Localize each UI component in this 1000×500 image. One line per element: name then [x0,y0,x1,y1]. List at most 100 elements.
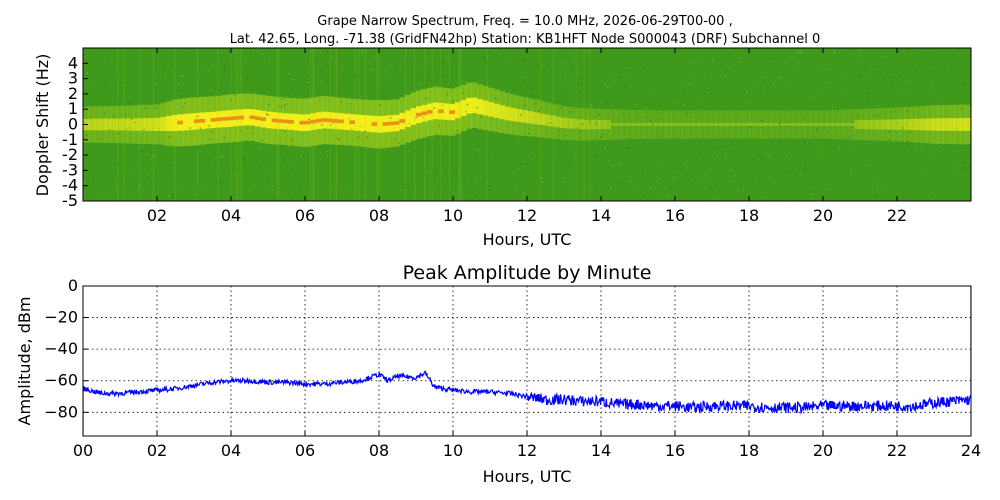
spectrogram-noise-dot [130,118,133,120]
spectrogram-noise-dot [696,157,699,159]
spectrogram-noise-dot [803,117,805,120]
spectrogram-noise-dot [290,163,293,165]
spectrogram-noise-dot [577,82,580,85]
spectrogram-noise-dot [647,117,649,119]
spectrogram-noise-dot [837,170,839,172]
spectrogram-noise-dot [833,174,835,176]
spectrogram-noise-dot [740,78,742,80]
spectrogram-noise-dot [466,103,469,106]
spectrogram-noise-dot [854,95,857,97]
spectrogram-noise-dot [712,59,714,61]
spectrogram-streak [439,48,441,201]
spectrogram-noise-dot [129,198,132,201]
spectrogram-noise-dot [638,186,640,188]
spectrogram-noise-dot [782,147,784,149]
spectrogram-noise-dot [565,77,567,80]
spectrogram-noise-dot [773,84,775,86]
spectrogram-noise-dot [538,110,540,112]
spectrogram-noise-dot [433,75,436,77]
spectrogram-noise-dot [242,158,245,160]
spectrogram-noise-dot [610,76,612,79]
spectrogram-noise-dot [398,142,400,144]
spectrogram-halo-cell [887,107,894,142]
spectrogram-noise-dot [268,74,271,77]
spectrogram-noise-dot [389,76,391,78]
spectrogram-noise-dot [300,132,302,134]
spectrogram-noise-dot [755,179,757,182]
spectrogram-noise-dot [740,185,743,188]
spectrogram-noise-dot [485,58,487,61]
spectrogram-core-cell [571,118,578,129]
spectrogram-noise-dot [288,73,290,75]
spectrogram-peak-cell [371,122,378,126]
spectrogram-noise-dot [920,51,923,54]
spectrogram-core-cell [737,123,745,126]
spectrogram-noise-dot [531,152,534,154]
spectrogram-noise-dot [181,75,184,78]
spectrogram-noise-dot [889,79,891,81]
spectrogram-streak [365,48,367,201]
spectrogram-core-cell [965,118,971,131]
spectrogram-noise-dot [350,156,352,159]
spectrogram-noise-dot [430,79,432,81]
spectrogram-noise-dot [182,106,185,108]
spectrogram-noise-dot [525,195,527,198]
spectrogram-noise-dot [958,172,960,174]
spectrogram-core-cell [565,118,572,129]
spectrogram-noise-dot [924,111,926,113]
spectrogram-noise-dot [116,190,118,193]
spectrogram-core-cell [188,113,195,131]
spectrogram-noise-dot [656,194,659,196]
spectrogram-noise-dot [737,116,739,118]
spectrogram-noise-dot [282,112,285,114]
spectrogram-noise-dot [218,48,221,51]
spectrogram-noise-dot [453,53,455,56]
spectrogram-core-cell [266,111,273,129]
spectrogram-noise-dot [147,173,149,175]
spectrogram-noise-dot [689,85,692,88]
spectrogram-noise-dot [569,111,571,113]
spectrogram-noise-dot [101,150,104,153]
spectrogram-noise-dot [466,198,468,200]
spectrogram-noise-dot [115,68,117,71]
spectrogram-noise-dot [200,132,202,134]
spectrogram-noise-dot [753,49,756,52]
spectrogram-noise-dot [335,71,337,74]
spectrogram-noise-dot [653,57,656,60]
spectrogram-noise-dot [390,117,392,119]
spectrogram-noise-dot [287,103,289,105]
spectrogram-noise-dot [772,172,774,175]
spectrogram-core-cell [604,119,611,130]
spectrogram-noise-dot [122,172,125,175]
spectrogram-noise-dot [474,180,477,182]
spectrogram-noise-dot [370,68,373,71]
spectrogram-noise-dot [906,49,908,51]
spectrogram-noise-dot [259,136,261,139]
spectrogram-noise-dot [843,63,845,65]
spectrogram-noise-dot [934,145,936,147]
spectrogram-noise-dot [457,181,459,183]
spectrogram-x-label: Hours, UTC [483,230,572,249]
spectrogram-noise-dot [655,180,658,182]
spectrogram-noise-dot [515,54,517,56]
spectrogram-noise-dot [261,53,263,55]
spectrogram-noise-dot [827,149,829,151]
spectrogram-noise-dot [789,107,791,109]
spectrogram-core-cell [94,118,101,131]
spectrogram-noise-dot [701,105,703,108]
spectrogram-noise-dot [668,135,671,137]
spectrogram-noise-dot [953,50,956,52]
spectrogram-noise-dot [626,74,629,76]
spectrogram-noise-dot [920,145,922,147]
amplitude-x-tick-label: 14 [591,441,611,460]
spectrogram-noise-dot [281,98,283,100]
spectrogram-noise-dot [739,152,741,155]
spectrogram-noise-dot [439,173,441,175]
spectrogram-noise-dot [918,64,921,66]
spectrogram-noise-dot [207,70,210,73]
spectrogram-noise-dot [308,118,310,121]
spectrogram-noise-dot [466,123,469,126]
spectrogram-noise-dot [500,72,503,75]
spectrogram-core-cell [860,119,867,130]
spectrogram-noise-dot [760,106,763,109]
